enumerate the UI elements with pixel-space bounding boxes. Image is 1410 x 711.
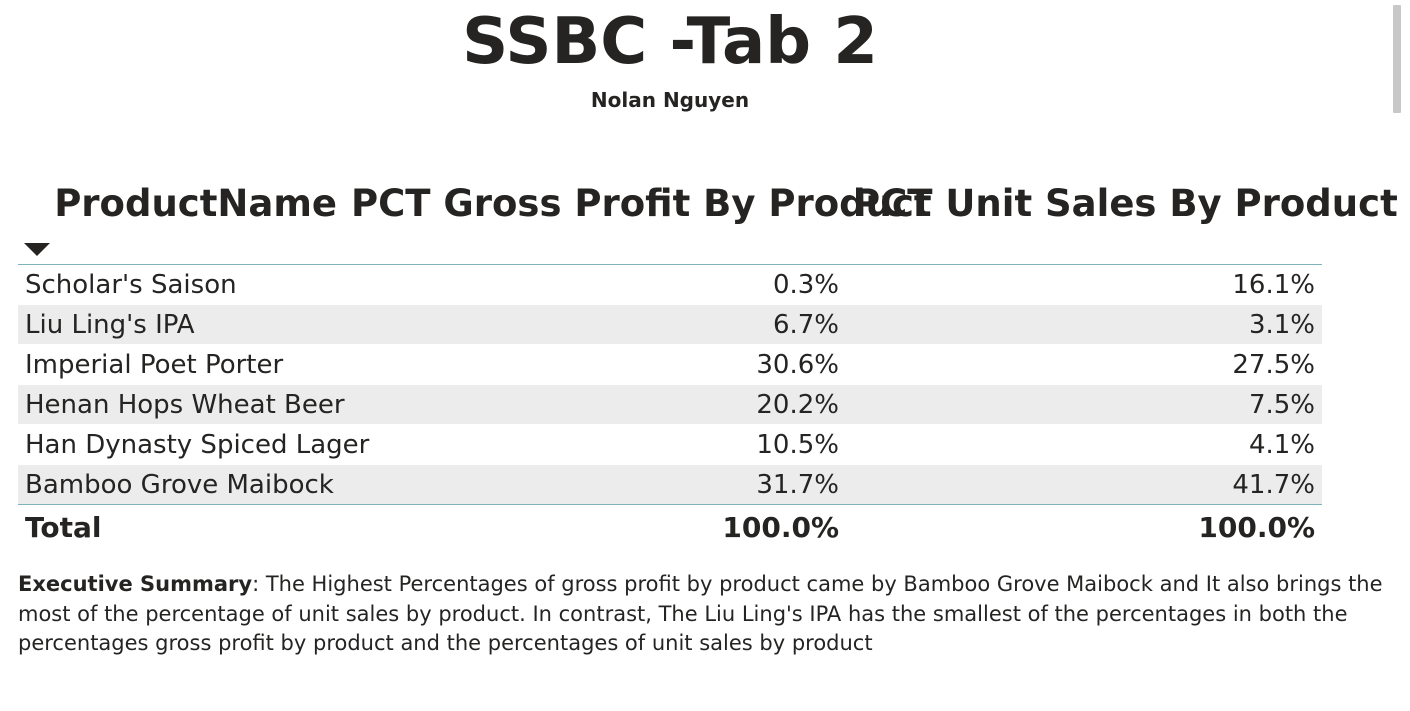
column-header-productname[interactable]: ProductName xyxy=(18,160,344,265)
gross-profit-pct-cell: 10.5% xyxy=(344,424,846,465)
product-table-visual: ProductName PCT Gross Profit By Product … xyxy=(18,160,1398,549)
gross-profit-pct-cell: 30.6% xyxy=(344,344,846,385)
unit-sales-pct-cell: 27.5% xyxy=(846,344,1322,385)
column-header-label: PCT Gross Profit By Product xyxy=(351,181,932,225)
sort-descending-icon[interactable] xyxy=(24,243,50,256)
unit-sales-pct-cell: 7.5% xyxy=(846,384,1322,425)
unit-sales-pct-cell: 16.1% xyxy=(1232,269,1315,300)
page-title: SSBC -Tab 2 xyxy=(462,5,878,79)
column-header-label: ProductName xyxy=(54,181,337,225)
unit-sales-pct-cell: 4.1% xyxy=(846,424,1322,465)
product-name-cell: Imperial Poet Porter xyxy=(18,344,344,385)
table-row[interactable]: Han Dynasty Spiced Lager 10.5% 4.1% xyxy=(18,424,1322,465)
product-table: ProductName PCT Gross Profit By Product … xyxy=(18,160,1398,549)
executive-summary-label: Executive Summary xyxy=(18,572,253,596)
column-header-pct-gross-profit[interactable]: PCT Gross Profit By Product xyxy=(344,160,932,265)
table-row[interactable]: Henan Hops Wheat Beer 20.2% 7.5% xyxy=(18,384,1322,425)
product-name-cell: Scholar's Saison xyxy=(25,269,237,300)
table-total-row: Total 100.0% 100.0% xyxy=(18,504,1322,549)
total-unit-sales-pct: 100.0% xyxy=(846,504,1322,549)
gross-profit-pct-cell: 20.2% xyxy=(344,384,846,425)
column-header-pct-unit-sales[interactable]: PCT Unit Sales By Product xyxy=(846,160,1398,265)
gross-profit-pct-cell: 31.7% xyxy=(344,464,846,505)
gross-profit-pct-cell: 0.3% xyxy=(772,269,839,300)
column-header-label: PCT Unit Sales By Product xyxy=(853,181,1398,225)
gross-profit-pct-cell: 6.7% xyxy=(344,304,846,345)
product-name-cell: Han Dynasty Spiced Lager xyxy=(18,424,369,465)
total-label: Total xyxy=(18,504,344,549)
table-row[interactable]: Bamboo Grove Maibock 31.7% 41.7% xyxy=(18,464,1322,505)
executive-summary: Executive Summary: The Highest Percentag… xyxy=(18,570,1398,659)
total-gross-profit-pct: 100.0% xyxy=(344,504,846,549)
product-name-cell: Liu Ling's IPA xyxy=(18,304,344,345)
product-name-cell: Henan Hops Wheat Beer xyxy=(18,384,345,425)
table-row[interactable]: Scholar's Saison 0.3% 16.1% xyxy=(18,265,1322,305)
unit-sales-pct-cell: 3.1% xyxy=(846,304,1322,345)
unit-sales-pct-cell: 41.7% xyxy=(846,464,1322,505)
table-row[interactable]: Imperial Poet Porter 30.6% 27.5% xyxy=(18,344,1322,385)
table-header-row: ProductName PCT Gross Profit By Product … xyxy=(18,160,1398,265)
author-name: Nolan Nguyen xyxy=(590,88,750,112)
table-row[interactable]: Liu Ling's IPA 6.7% 3.1% xyxy=(18,304,1322,345)
vertical-scrollbar[interactable] xyxy=(1393,5,1401,113)
executive-summary-text: : The Highest Percentages of gross profi… xyxy=(18,572,1383,655)
product-name-cell: Bamboo Grove Maibock xyxy=(18,464,344,505)
